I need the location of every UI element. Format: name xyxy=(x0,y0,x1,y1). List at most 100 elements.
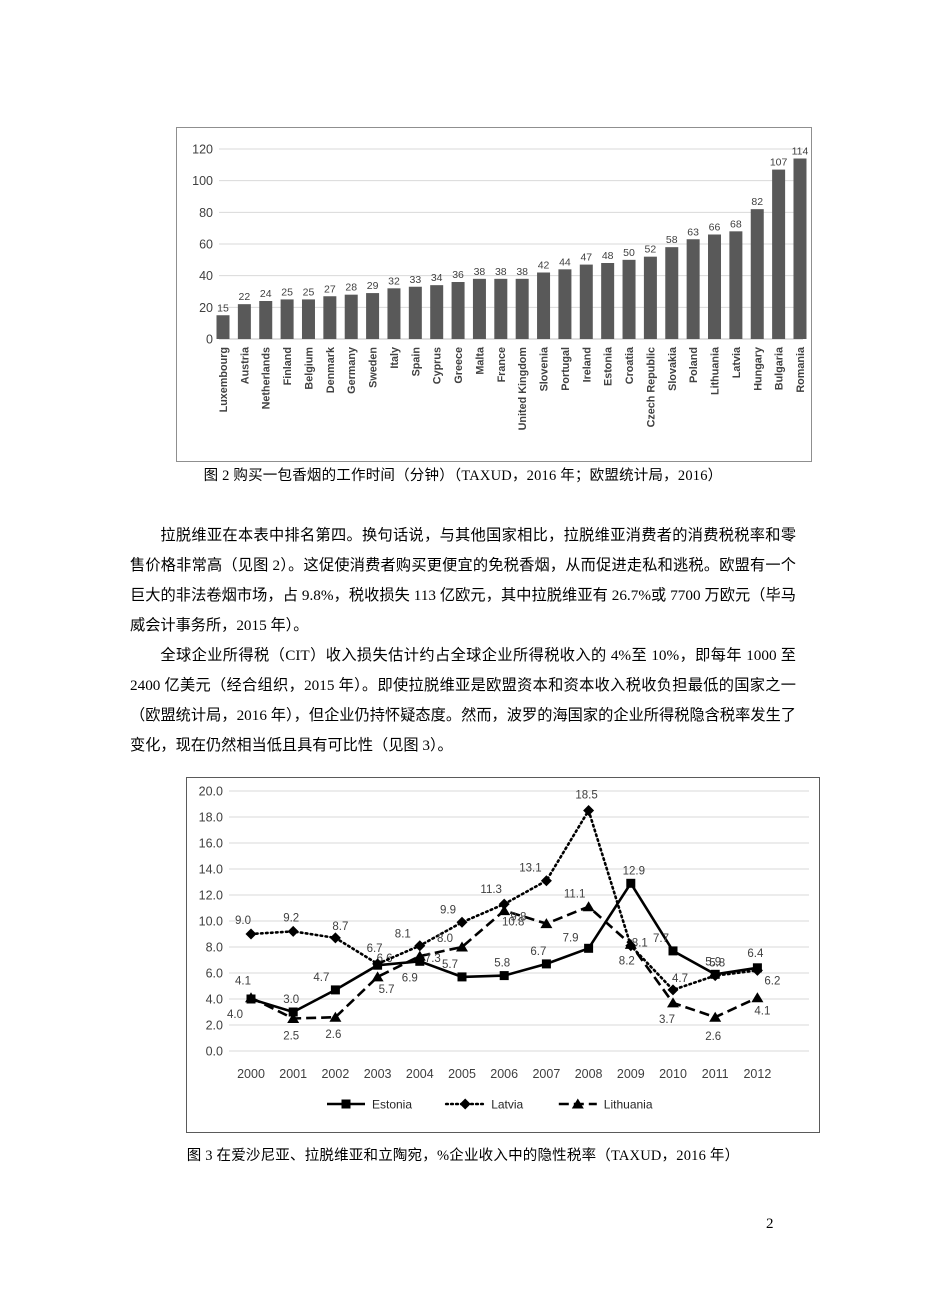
bar xyxy=(430,285,444,339)
x-axis-category-label: Sweden xyxy=(368,347,380,388)
data-point-label: 10.8 xyxy=(502,917,524,929)
bar-value-label: 58 xyxy=(666,234,678,246)
bar-value-label: 52 xyxy=(645,244,657,256)
square-marker xyxy=(457,972,467,982)
bar xyxy=(665,247,679,339)
x-axis-tick-label: 2002 xyxy=(321,1067,349,1081)
bar xyxy=(366,293,380,339)
square-marker xyxy=(584,943,594,953)
bar-value-label: 27 xyxy=(324,283,336,295)
bar xyxy=(537,272,551,339)
bar-value-label: 34 xyxy=(431,272,443,284)
data-point-label: 9.8 xyxy=(510,912,526,924)
diamond-marker xyxy=(245,928,257,940)
data-point-label: 3.0 xyxy=(283,994,299,1006)
bar xyxy=(622,259,636,339)
bar xyxy=(729,231,743,339)
data-point-label: 5.8 xyxy=(709,958,725,970)
y-axis-tick-label: 14.0 xyxy=(199,863,223,877)
triangle-marker xyxy=(413,950,426,961)
bar-value-label: 38 xyxy=(516,266,528,278)
bar xyxy=(750,209,764,339)
x-axis-category-label: Portugal xyxy=(560,347,572,391)
bar xyxy=(323,296,337,339)
data-point-label: 8.1 xyxy=(632,938,648,950)
bar xyxy=(579,264,593,339)
bar xyxy=(686,239,700,339)
bar-value-label: 47 xyxy=(580,252,592,264)
diamond-marker xyxy=(583,805,595,816)
y-axis-tick-label: 80 xyxy=(199,206,213,220)
x-axis-tick-label: 2010 xyxy=(659,1067,687,1081)
square-marker xyxy=(626,878,636,888)
data-point-label: 7.7 xyxy=(653,933,669,945)
triangle-marker xyxy=(709,1011,722,1022)
data-point-label: 9.9 xyxy=(440,904,456,916)
y-axis-tick-label: 4.0 xyxy=(206,993,223,1007)
triangle-marker xyxy=(582,901,595,912)
legend-label: Lithuania xyxy=(604,1098,653,1112)
x-axis-tick-label: 2008 xyxy=(575,1067,603,1081)
bar xyxy=(280,299,294,339)
x-axis-tick-label: 2009 xyxy=(617,1067,645,1081)
data-point-label: 4.7 xyxy=(313,972,329,984)
line-chart-svg: 0.0 2.0 4.0 6.0 8.0 10.0 12.0 14.0 16.0 18.0 20.0 2… xyxy=(199,785,809,1112)
data-point-label: 5.7 xyxy=(379,984,395,996)
bar-value-label: 68 xyxy=(730,218,742,230)
bar xyxy=(216,315,230,339)
data-point-label: 8.0 xyxy=(437,933,453,945)
bar-value-label: 33 xyxy=(409,274,421,286)
square-marker xyxy=(330,985,340,995)
latvia-series: 9.0 9.2 8.7 6.7 8.1 9.9 11.3 13.1 18.5 8.1 4.7 5.8 6… xyxy=(235,790,780,996)
legend-item-lithuania: Lithuania xyxy=(558,1098,653,1112)
legend: Estonia Latvia Lithuania xyxy=(327,1098,653,1112)
data-point-label: 11.1 xyxy=(564,889,586,901)
x-axis-category-label: Netherlands xyxy=(261,347,273,409)
y-axis-tick-label: 6.0 xyxy=(206,967,223,981)
figure3-line-chart: 0.0 2.0 4.0 6.0 8.0 10.0 12.0 14.0 16.0 18.0 20.0 2… xyxy=(186,777,820,1133)
y-axis-tick-label: 40 xyxy=(199,269,213,283)
y-axis-tick-label: 20.0 xyxy=(199,785,223,799)
figure2-bar-chart: 0 20 40 60 80 100 120 15 Luxembourg 22 Austria 24 Ne… xyxy=(176,127,812,462)
data-point-label: 6.2 xyxy=(764,975,780,987)
triangle-marker xyxy=(245,992,257,1003)
y-axis-tick-label: 18.0 xyxy=(199,811,223,825)
x-axis-category-label: United Kingdom xyxy=(517,347,529,430)
legend-item-estonia: Estonia xyxy=(327,1098,412,1112)
bar xyxy=(494,278,508,339)
bar xyxy=(237,304,251,339)
data-point-label: 6.9 xyxy=(402,972,418,984)
data-point-label: 4.1 xyxy=(754,1006,770,1018)
bar xyxy=(408,286,422,339)
data-point-label: 4.7 xyxy=(672,973,688,985)
diamond-marker xyxy=(751,964,763,976)
bar xyxy=(601,263,615,339)
diamond-marker xyxy=(709,970,721,982)
bar-value-label: 44 xyxy=(559,256,571,268)
data-point-label: 9.0 xyxy=(235,915,251,927)
y-axis-tick-label: 100 xyxy=(192,174,213,188)
diamond-marker xyxy=(287,925,299,937)
x-axis-category-label: Malta xyxy=(474,346,486,375)
x-axis-tick-label: 2011 xyxy=(702,1067,729,1081)
bar-value-label: 36 xyxy=(452,269,464,281)
data-point-label: 7.9 xyxy=(563,932,579,944)
bar-value-label: 32 xyxy=(388,275,400,287)
bar-value-label: 24 xyxy=(260,288,272,300)
bar-value-label: 38 xyxy=(474,266,486,278)
lithuania-series: 4.12.5 2.65.77.38.010.89.811.18.23.72.64.… xyxy=(235,889,770,1043)
x-axis-category-label: Bulgaria xyxy=(774,346,786,390)
bar-value-label: 38 xyxy=(495,266,507,278)
bar-value-label: 29 xyxy=(367,280,379,292)
y-axis-tick-label: 60 xyxy=(199,238,213,252)
bar-value-label: 22 xyxy=(239,291,251,303)
bar-value-label: 114 xyxy=(792,146,809,158)
x-axis-category-label: Finland xyxy=(282,347,294,385)
figure3-caption: 图 3 在爱沙尼亚、拉脱维亚和立陶宛，%企业收入中的隐性税率（TAXUD，201… xyxy=(186,1148,740,1164)
square-marker xyxy=(499,971,509,981)
x-axis-category-label: Germany xyxy=(346,347,358,394)
data-point-label: 12.9 xyxy=(623,865,645,877)
bar-value-label: 48 xyxy=(602,250,614,262)
x-axis-category-label: Hungary xyxy=(752,347,764,391)
